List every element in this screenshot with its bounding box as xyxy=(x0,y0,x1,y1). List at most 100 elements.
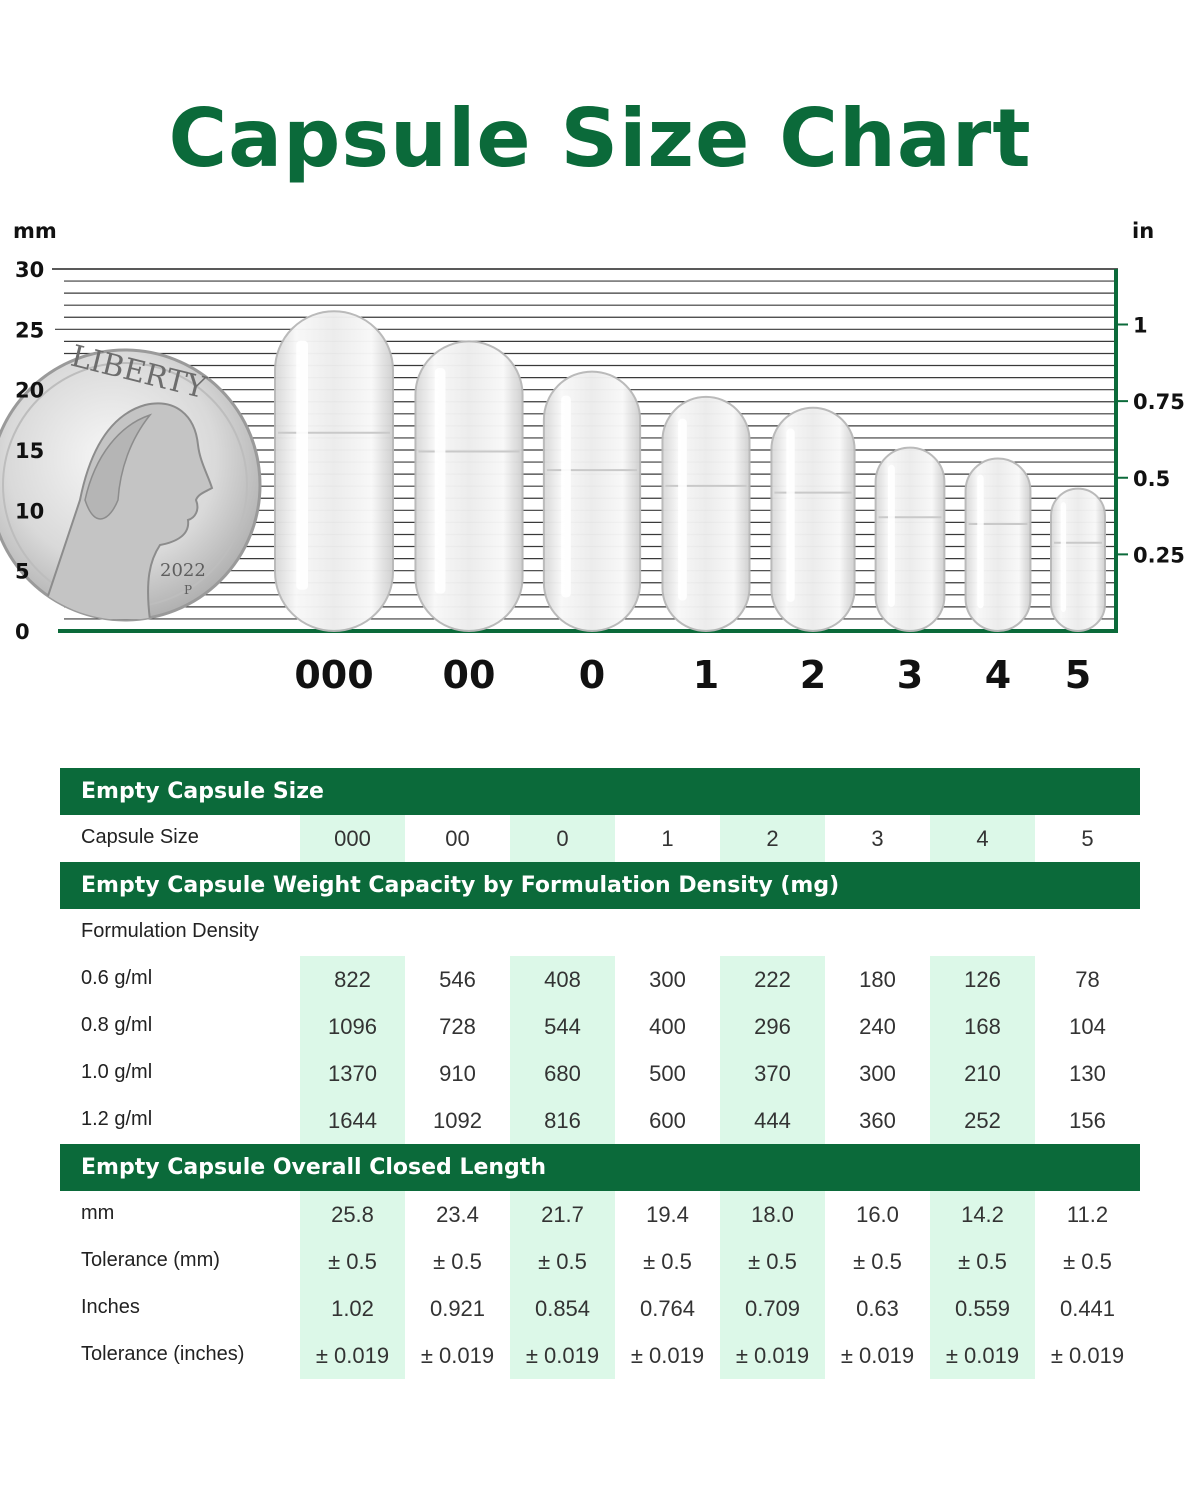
capsule-highlight xyxy=(977,474,984,609)
table-cell: 0.559 xyxy=(930,1285,1035,1332)
table-row: 1.0 g/ml 1370 910 680 500 370 300 210 130 xyxy=(60,1050,1140,1097)
table-cell: 168 xyxy=(930,1003,1035,1050)
category-label: 2 xyxy=(800,653,826,697)
table-cell: 222 xyxy=(720,956,825,1003)
table-cell: 408 xyxy=(510,956,615,1003)
capsule-highlight xyxy=(434,368,446,594)
table-cell: ± 0.5 xyxy=(433,1249,482,1274)
table-cell: 18.0 xyxy=(720,1191,825,1238)
table-cell: 130 xyxy=(1069,1061,1106,1086)
table-row: Capsule Size 000 00 0 1 2 3 4 5 xyxy=(60,815,1140,862)
table-cell: ± 0.019 xyxy=(840,1343,915,1368)
table-cell: 0.764 xyxy=(639,1296,696,1321)
table-cell: 1096 xyxy=(300,1003,405,1050)
category-label: 1 xyxy=(693,653,719,697)
table-cell: 000 xyxy=(300,815,405,862)
capsule-0 xyxy=(542,370,642,632)
table-cell: 0.709 xyxy=(720,1285,825,1332)
table-cell: 546 xyxy=(439,967,476,992)
capsule-bar xyxy=(964,457,1032,632)
right-tick-label: 1 xyxy=(1133,314,1148,338)
right-axis-unit: in xyxy=(1132,219,1154,243)
category-label: 000 xyxy=(294,653,373,697)
capsule-bar xyxy=(661,395,751,632)
table-cell: ± 0.5 xyxy=(510,1238,615,1285)
table-cell: 180 xyxy=(859,967,896,992)
capsule-highlight xyxy=(561,395,571,598)
left-tick-label: 15 xyxy=(15,439,44,463)
capsule-bar xyxy=(414,340,524,632)
table-cell: ± 0.019 xyxy=(510,1332,615,1379)
capsule-000 xyxy=(274,310,394,632)
table-row: Formulation Density xyxy=(60,909,1140,956)
capsule-highlight xyxy=(296,340,309,590)
capsule-bar xyxy=(1050,487,1106,633)
table-cell: 156 xyxy=(1069,1108,1106,1133)
table-cell: 14.2 xyxy=(930,1191,1035,1238)
table-cell: 0.921 xyxy=(429,1296,486,1321)
table-cell: 210 xyxy=(930,1050,1035,1097)
capsule-1 xyxy=(661,395,751,632)
table-cell: 296 xyxy=(720,1003,825,1050)
table-cell: 544 xyxy=(510,1003,615,1050)
category-label: 4 xyxy=(985,653,1011,697)
right-tick-label: 0.25 xyxy=(1133,543,1185,567)
table-cell: 252 xyxy=(930,1097,1035,1144)
table-cell: ± 0.5 xyxy=(300,1238,405,1285)
table-cell: 680 xyxy=(510,1050,615,1097)
table-cell: 4 xyxy=(930,815,1035,862)
category-label: 5 xyxy=(1065,653,1091,697)
table-cell: 23.4 xyxy=(436,1202,479,1227)
table-row: mm 25.8 23.4 21.7 19.4 18.0 16.0 14.2 11.2 xyxy=(60,1191,1140,1238)
table-cell: 728 xyxy=(439,1014,476,1039)
page-title: Capsule Size Chart xyxy=(168,92,1032,185)
table-cell: 360 xyxy=(859,1108,896,1133)
table-cell: ± 0.5 xyxy=(1063,1249,1112,1274)
capsule-highlight xyxy=(1060,502,1067,613)
table-cell: 0 xyxy=(510,815,615,862)
capsule-highlight xyxy=(887,464,895,607)
table-cell: 0.854 xyxy=(510,1285,615,1332)
right-tick-label: 0.5 xyxy=(1133,467,1170,491)
table-cell: 370 xyxy=(720,1050,825,1097)
capsule-4 xyxy=(964,457,1032,632)
table-cell: 910 xyxy=(439,1061,476,1086)
table-cell: 16.0 xyxy=(856,1202,899,1227)
table-cell: 104 xyxy=(1069,1014,1106,1039)
table-cell: 78 xyxy=(1075,967,1100,992)
table-row: 1.2 g/ml 1644 1092 816 600 444 360 252 156 xyxy=(60,1097,1140,1144)
table-cell: ± 0.019 xyxy=(720,1332,825,1379)
table-cell: 0.441 xyxy=(1059,1296,1116,1321)
capsule-5 xyxy=(1050,487,1106,633)
coin-portrait xyxy=(38,402,214,620)
capsule-2 xyxy=(770,406,856,632)
left-tick-label: 25 xyxy=(15,318,44,342)
section-header: Empty Capsule Weight Capacity by Formula… xyxy=(60,862,1140,909)
category-label: 00 xyxy=(443,653,496,697)
table-cell: ± 0.5 xyxy=(720,1238,825,1285)
table-cell: 21.7 xyxy=(510,1191,615,1238)
coin-year: 2022 xyxy=(160,560,206,581)
table-cell: 1.02 xyxy=(300,1285,405,1332)
capsules xyxy=(274,310,1106,633)
capsule-3 xyxy=(874,446,946,632)
left-tick-label: 0 xyxy=(15,620,30,644)
table-cell: 1370 xyxy=(300,1050,405,1097)
table-cell: 1092 xyxy=(433,1108,482,1133)
table-row: 0.6 g/ml 822 546 408 300 222 180 126 78 xyxy=(60,956,1140,1003)
table-cell: 5 xyxy=(1081,826,1094,851)
table-cell: 00 xyxy=(445,826,470,851)
table-cell: 822 xyxy=(300,956,405,1003)
capsule-bar xyxy=(874,446,946,632)
capsule-bar xyxy=(274,310,394,632)
row-label: 0.6 g/ml xyxy=(81,967,153,989)
capsule-bar xyxy=(542,370,642,632)
left-tick-label: 10 xyxy=(15,499,44,523)
left-tick-label: 20 xyxy=(15,379,44,403)
capsule-00 xyxy=(414,340,524,632)
row-label: Tolerance (mm) xyxy=(81,1249,220,1271)
table-cell: ± 0.019 xyxy=(930,1332,1035,1379)
row-label: mm xyxy=(81,1202,115,1224)
table-row: Tolerance (mm) ± 0.5 ± 0.5 ± 0.5 ± 0.5 ± 0.5 ±… xyxy=(60,1238,1140,1285)
